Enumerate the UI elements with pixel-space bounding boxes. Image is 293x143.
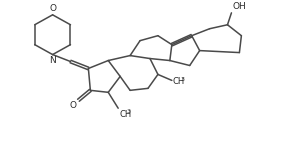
Text: OH: OH — [232, 2, 246, 11]
Text: CH: CH — [173, 77, 185, 86]
Text: 3: 3 — [127, 109, 131, 114]
Text: N: N — [49, 56, 56, 65]
Text: CH: CH — [119, 110, 132, 119]
Text: 3: 3 — [180, 77, 184, 82]
Text: O: O — [69, 101, 76, 110]
Text: O: O — [49, 4, 56, 13]
